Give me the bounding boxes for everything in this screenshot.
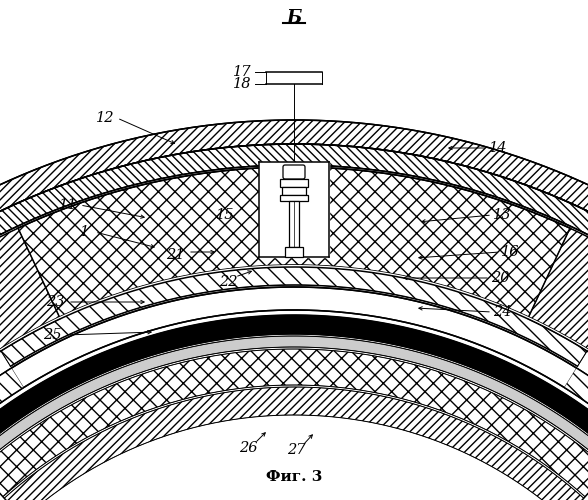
Text: 18: 18 [233, 77, 251, 91]
Polygon shape [0, 287, 588, 441]
Polygon shape [0, 265, 588, 351]
Text: 14: 14 [489, 141, 507, 155]
Text: 24: 24 [493, 305, 511, 319]
Text: 20: 20 [491, 271, 509, 285]
Text: 26: 26 [239, 441, 258, 455]
Text: 11: 11 [59, 198, 77, 212]
FancyBboxPatch shape [283, 165, 305, 179]
Polygon shape [0, 144, 588, 333]
Bar [289, 201, 299, 247]
Text: 16: 16 [501, 245, 519, 259]
Bar [280, 195, 308, 201]
Text: 27: 27 [287, 443, 305, 457]
Text: 15: 15 [216, 208, 234, 222]
Polygon shape [0, 336, 588, 468]
Polygon shape [0, 265, 588, 366]
Polygon shape [0, 228, 61, 409]
Polygon shape [4, 387, 584, 500]
Polygon shape [0, 120, 588, 500]
Bar [280, 179, 308, 187]
Text: 1: 1 [81, 225, 89, 239]
Polygon shape [0, 315, 588, 459]
Text: 21: 21 [166, 248, 184, 262]
Bar [285, 247, 303, 257]
Polygon shape [0, 349, 588, 496]
Text: Фиг. 3: Фиг. 3 [266, 470, 322, 484]
Polygon shape [259, 162, 329, 257]
Text: 12: 12 [96, 111, 114, 125]
Text: Б: Б [286, 9, 302, 27]
Text: 25: 25 [43, 328, 61, 342]
Polygon shape [0, 120, 588, 318]
Bar [282, 187, 306, 195]
Text: 13: 13 [493, 208, 511, 222]
Polygon shape [0, 368, 24, 441]
Text: 23: 23 [46, 295, 64, 309]
Polygon shape [564, 368, 588, 441]
Text: 22: 22 [219, 275, 237, 289]
Text: 17: 17 [233, 65, 251, 79]
Polygon shape [527, 228, 588, 409]
Polygon shape [18, 167, 570, 319]
